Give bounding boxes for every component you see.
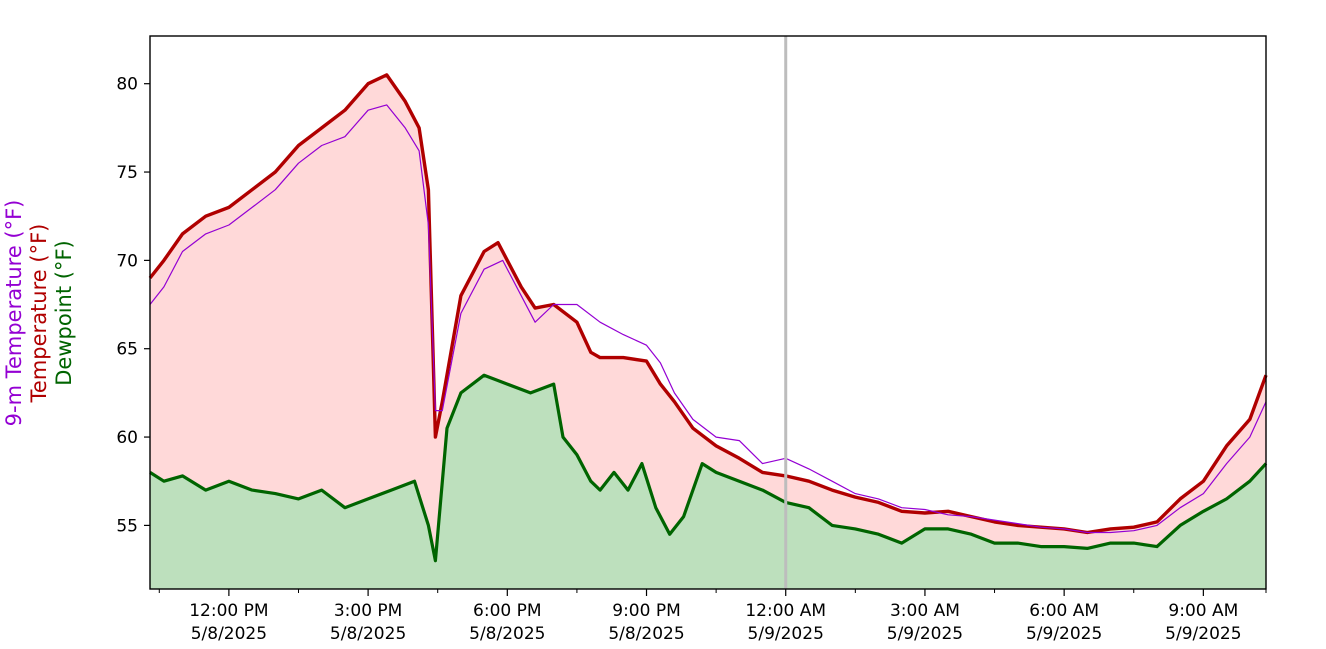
x-tick-label-time: 3:00 PM — [334, 601, 403, 621]
area-fills — [150, 74, 1266, 589]
y-axis-label-dewpoint: Dewpoint (°F) — [52, 240, 76, 385]
y-axis: 55 60 65 70 75 80 — [116, 75, 150, 536]
x-tick-label-time: 6:00 PM — [473, 601, 542, 621]
x-tick-label-date: 5/8/2025 — [330, 624, 406, 644]
plot-frame — [149, 35, 1267, 590]
x-tick-label-date: 5/9/2025 — [887, 624, 963, 644]
series-lines — [148, 73, 1268, 563]
y-tick-label: 55 — [116, 516, 138, 536]
y-tick-label: 80 — [116, 75, 138, 95]
dewpoint-line — [149, 373, 1268, 563]
x-tick-label-date: 5/8/2025 — [191, 624, 267, 644]
temperature-9m-line — [149, 104, 1267, 534]
x-tick-label-date: 5/9/2025 — [1165, 624, 1241, 644]
x-tick-label-time: 9:00 PM — [612, 601, 681, 621]
x-tick-label-date: 5/9/2025 — [748, 624, 824, 644]
x-tick-label-time: 12:00 AM — [745, 601, 826, 621]
temperature-area — [150, 74, 1266, 589]
y-tick-label: 75 — [116, 163, 138, 183]
x-tick-label-date: 5/8/2025 — [469, 624, 545, 644]
x-axis: 12:00 PM 5/8/2025 3:00 PM 5/8/2025 6:00 PM 5/… — [158, 589, 1267, 644]
y-axis-label-9m-temperature: 9-m Temperature (°F) — [2, 200, 26, 427]
y-tick-label: 60 — [116, 428, 138, 448]
x-tick-label-date: 5/8/2025 — [608, 624, 684, 644]
x-tick-label-time: 6:00 AM — [1029, 601, 1099, 621]
y-axis-labels: 9-m Temperature (°F) Temperature (°F) De… — [2, 200, 76, 427]
y-tick-label: 70 — [116, 251, 138, 271]
y-axis-label-temperature: Temperature (°F) — [27, 224, 51, 404]
x-tick-label-time: 9:00 AM — [1168, 601, 1238, 621]
x-tick-label-time: 12:00 PM — [189, 601, 268, 621]
y-tick-label: 65 — [116, 340, 138, 360]
x-tick-label-time: 3:00 AM — [890, 601, 960, 621]
x-tick-label-date: 5/9/2025 — [1026, 624, 1102, 644]
